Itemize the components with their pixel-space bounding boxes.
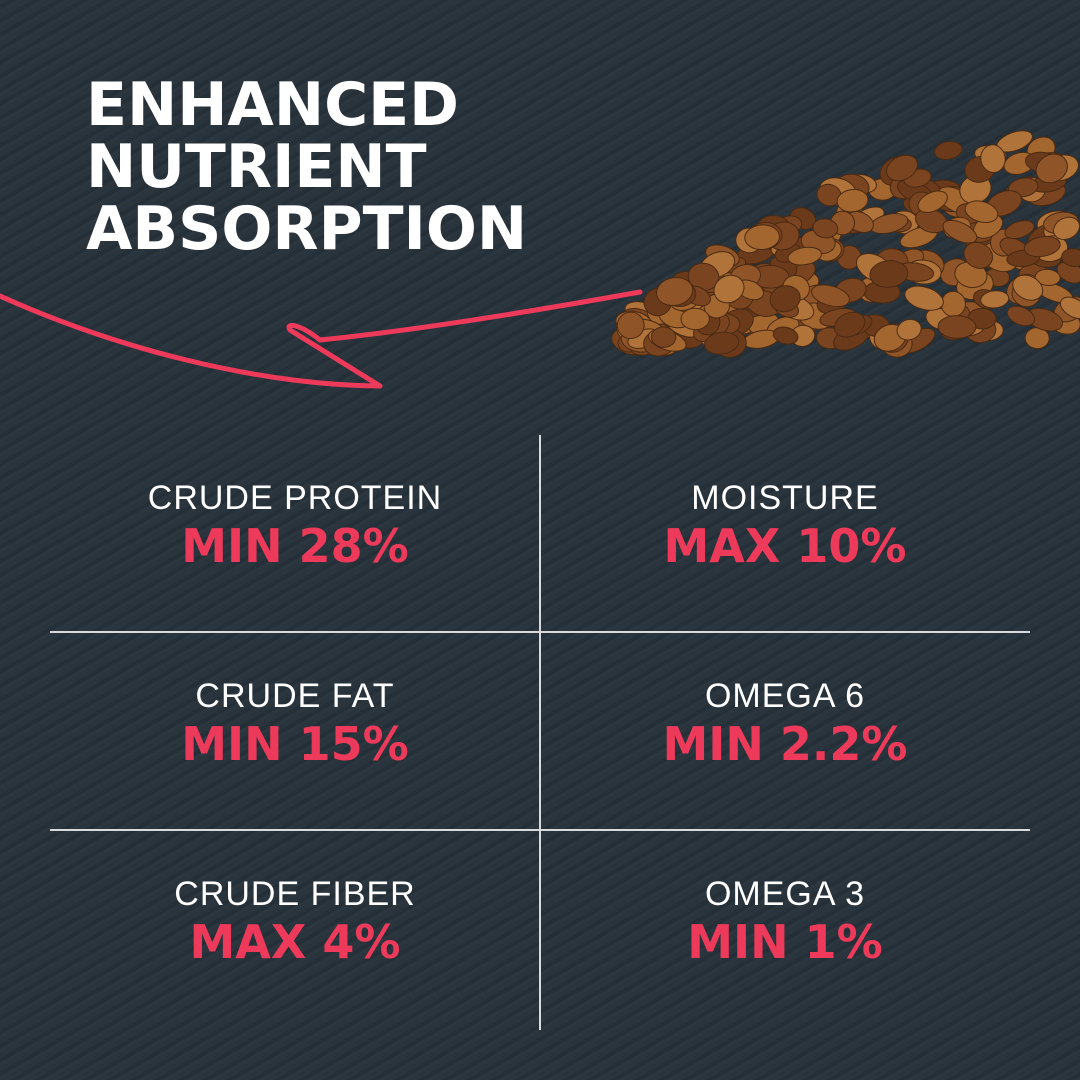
kibble-piece	[769, 285, 801, 313]
nutrient-crude-fat: CRUDE FAT MIN 15%	[50, 676, 540, 772]
kibble-piece	[980, 144, 1006, 174]
nutrient-label: CRUDE FIBER	[174, 875, 416, 913]
kibble-piece	[886, 154, 919, 182]
kibble-piece	[964, 200, 999, 223]
grid-divider-vertical	[539, 435, 541, 1030]
kibble-piece	[833, 311, 866, 338]
kibble-piece	[942, 219, 978, 244]
kibble-piece	[1006, 305, 1036, 327]
kibble-piece	[616, 311, 645, 340]
kibble-piece	[836, 188, 869, 213]
kibble-piece	[1035, 153, 1068, 184]
nutrient-label: CRUDE FAT	[195, 677, 395, 715]
grid-divider-horizontal-2	[50, 829, 1030, 831]
nutrient-value: MIN 15%	[181, 717, 409, 771]
nutrient-label: OMEGA 6	[704, 677, 866, 715]
kibble-piece	[1052, 216, 1080, 240]
nutrient-label: OMEGA 3	[704, 875, 866, 913]
kibble-piece	[980, 290, 1010, 309]
kibble-piece	[680, 307, 710, 331]
kibble-piece	[812, 218, 839, 239]
headline-line-2: NUTRIENT	[86, 132, 427, 202]
nutrient-value: MAX 10%	[663, 519, 907, 573]
kibble-piece	[1059, 296, 1080, 320]
nutrient-omega-6: OMEGA 6 MIN 2.2%	[540, 676, 1030, 772]
headline-line-1: ENHANCED	[86, 70, 459, 140]
kibble-piece	[1012, 274, 1044, 301]
kibble-piece	[656, 277, 694, 307]
headline-line-3: ABSORPTION	[86, 194, 528, 264]
grid-divider-horizontal-1	[50, 631, 1030, 633]
kibble-piece	[963, 241, 994, 269]
nutrient-crude-fiber: CRUDE FIBER MAX 4%	[50, 874, 540, 970]
nutrient-moisture: MOISTURE MAX 10%	[540, 478, 1030, 574]
nutrient-value: MAX 4%	[189, 915, 401, 969]
arrow-icon	[0, 289, 643, 389]
kibble-piece	[713, 274, 745, 304]
kibble-pile-image	[611, 130, 1080, 358]
kibble-piece	[1034, 268, 1061, 286]
kibble-piece	[917, 190, 948, 213]
kibble-piece	[772, 326, 799, 345]
kibble-piece	[1023, 235, 1061, 258]
kibble-piece	[787, 246, 823, 266]
nutrient-label: MOISTURE	[691, 479, 879, 517]
kibble-piece	[896, 318, 922, 341]
kibble-piece	[1004, 220, 1035, 240]
kibble-piece	[704, 331, 740, 355]
nutrient-crude-protein: CRUDE PROTEIN MIN 28%	[50, 478, 540, 574]
nutrient-value: MIN 1%	[687, 915, 883, 969]
kibble-piece	[933, 141, 963, 160]
kibble-piece	[744, 224, 780, 251]
nutrient-label: CRUDE PROTEIN	[147, 479, 443, 517]
headline: ENHANCED NUTRIENT ABSORPTION	[86, 74, 527, 260]
kibble-piece	[869, 260, 909, 288]
kibble-piece	[937, 315, 977, 339]
nutrient-value: MIN 2.2%	[662, 717, 908, 771]
nutrient-omega-3: OMEGA 3 MIN 1%	[540, 874, 1030, 970]
nutrient-value: MIN 28%	[181, 519, 409, 573]
kibble-piece	[810, 284, 850, 308]
kibble-piece	[650, 326, 677, 348]
kibble-piece	[904, 285, 944, 311]
